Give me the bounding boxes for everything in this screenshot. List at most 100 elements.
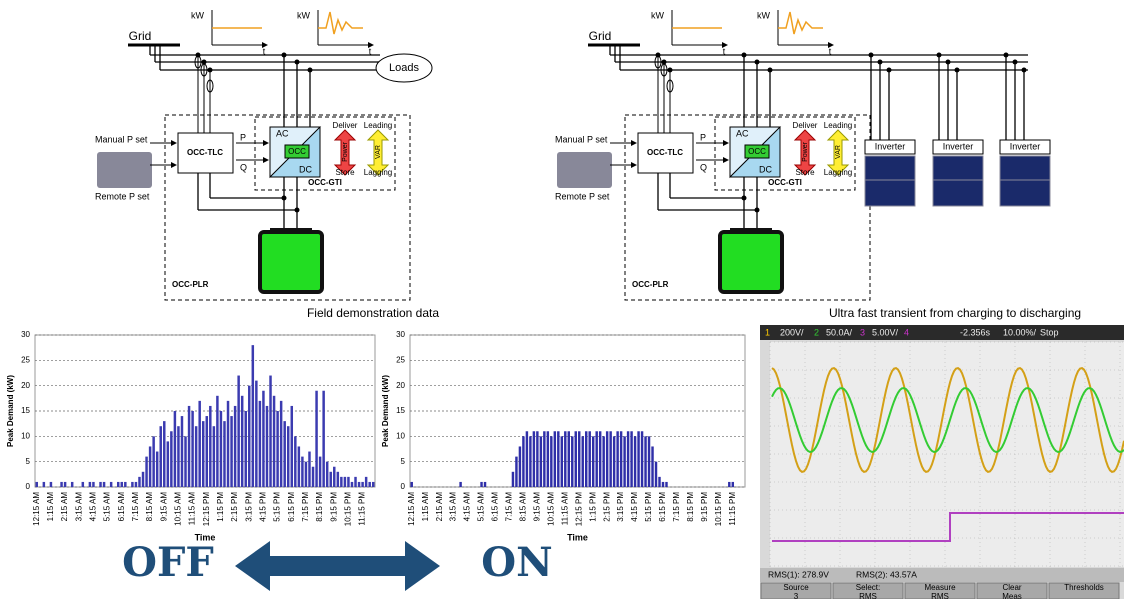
label: DC [759,164,772,174]
scope-softkey [1048,582,1120,599]
bar [141,471,145,487]
x-tick-label: 12:15 PM [202,492,211,527]
bar [343,476,347,487]
label: Inverter [943,141,974,151]
bar [654,461,658,487]
bar [602,436,605,487]
label: Remote P set [555,191,610,201]
bar [102,481,106,487]
label: P [700,132,706,142]
label: Manual P set [95,134,148,144]
bar [297,446,301,487]
x-tick-label: 11:15 AM [560,492,569,526]
bar [290,405,294,487]
bar [70,481,74,487]
x-tick-label: 4:15 AM [463,492,472,522]
bar [177,426,180,487]
solar-panel [999,155,1051,207]
y-tick-label: 25 [21,355,30,364]
junction [294,59,300,65]
x-tick-label: 10:15 PM [714,492,723,527]
bar [233,405,237,487]
y-axis-title: Peak Demand (kW) [6,375,15,447]
junction [195,52,201,58]
label: OCC-PLR [632,280,669,289]
x-tick-label: 10:15 AM [546,492,555,526]
bar [109,481,113,487]
bar [626,431,630,487]
bar [308,451,311,487]
bar [329,471,332,487]
bar [173,411,177,487]
scope-status-text: 200V/ [780,327,804,337]
bar [35,481,39,487]
bar [60,481,63,487]
y-tick-label: 20 [21,381,30,390]
battery [718,230,784,294]
label: Power [802,141,809,162]
y-tick-label: 0 [401,482,406,491]
loads-cloud [375,53,433,83]
bar [318,456,322,487]
label: Q [240,162,247,172]
bar [283,421,286,487]
label: kW [651,10,665,20]
bar [658,476,661,487]
x-tick-label: 4:15 AM [89,492,98,522]
bar [248,385,251,487]
x-tick-label: 9:15 PM [700,492,709,522]
bar [536,431,539,487]
x-tick-label: 11:15 PM [358,492,367,526]
junction [207,67,213,73]
x-tick-label: 2:15 AM [435,492,444,522]
label: DC [299,164,312,174]
bar [560,436,564,487]
x-tick-label: 12:15 PM [574,492,583,527]
bar [605,431,609,487]
bar [728,481,731,487]
trace [318,11,363,35]
junction [281,195,287,201]
bar [99,481,102,487]
x-tick-label: 8:15 PM [315,492,324,522]
bar [557,431,560,487]
bar [226,400,230,487]
label: kW [297,10,311,20]
scope-softkey-text: Meas [1002,592,1022,599]
bar [368,481,371,487]
bar [205,416,209,487]
bar [364,476,368,487]
y-tick-label: 10 [396,431,405,440]
scope-status-text: 2 [814,327,819,337]
x-tick-label: 5:15 AM [103,492,112,522]
bar [640,431,644,487]
label: Store [335,168,355,177]
bar [609,431,612,487]
bar [354,476,357,487]
junction [767,67,773,73]
junction [1003,52,1009,58]
bar [131,481,134,487]
x-tick-label: 11:15 AM [188,492,197,526]
scope-readout [760,568,1124,582]
on-label: ON [481,539,552,586]
junction [741,52,747,58]
label: Grid [129,29,152,43]
x-tick-label: 7:15 PM [672,492,681,522]
box [624,114,871,301]
label: OCC-TLC [647,148,683,157]
y-tick-label: 10 [21,431,30,440]
label: Power [342,141,349,162]
x-tick-label: 9:15 PM [329,492,338,522]
waveform [772,512,1124,542]
label: Leading [824,121,852,130]
bar [163,421,166,487]
x-tick-label: 4:15 PM [259,492,268,522]
bar [539,436,543,487]
bar [255,380,258,487]
bar [42,481,46,487]
bar [230,416,233,487]
scope-softkey [976,582,1048,599]
bar [644,436,647,487]
junction [886,67,892,73]
